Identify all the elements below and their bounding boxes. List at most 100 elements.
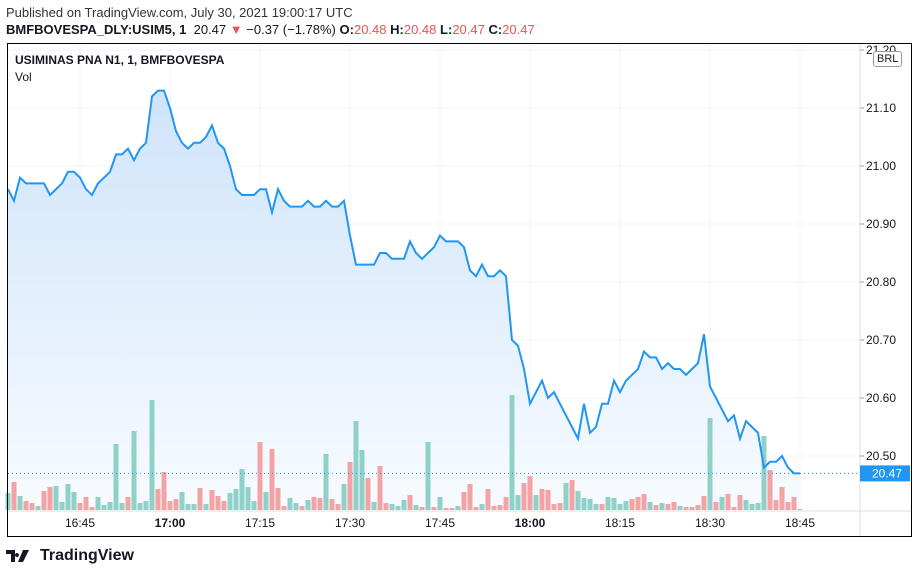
volume-bar bbox=[593, 504, 599, 510]
volume-bar bbox=[371, 502, 377, 510]
volume-bar bbox=[605, 497, 611, 510]
volume-bar bbox=[413, 505, 419, 510]
volume-bar bbox=[575, 491, 581, 510]
volume-bar bbox=[527, 476, 533, 510]
volume-bar bbox=[269, 449, 275, 510]
volume-bar bbox=[221, 501, 227, 510]
volume-bar bbox=[791, 497, 797, 510]
tradingview-logo[interactable]: TradingView bbox=[6, 547, 134, 565]
volume-bar bbox=[407, 495, 413, 510]
symbol-name: BMFBOVESPA_DLY:USIM5, 1 bbox=[6, 22, 187, 37]
volume-bar bbox=[641, 494, 647, 510]
y-tick-label: 20.60 bbox=[866, 391, 896, 405]
x-tick-label: 16:45 bbox=[65, 516, 95, 530]
volume-bar bbox=[449, 508, 455, 510]
volume-bar bbox=[773, 500, 779, 510]
volume-bar bbox=[257, 442, 263, 510]
volume-bar bbox=[797, 509, 803, 510]
volume-bar bbox=[149, 400, 155, 510]
volume-bar bbox=[197, 488, 203, 510]
volume-bar bbox=[191, 504, 197, 510]
volume-bar bbox=[293, 503, 299, 510]
volume-bar bbox=[335, 504, 341, 510]
volume-bar bbox=[467, 484, 473, 510]
volume-bar bbox=[17, 496, 23, 510]
volume-bar bbox=[179, 492, 185, 510]
volume-bar bbox=[143, 501, 149, 510]
volume-bar bbox=[347, 462, 353, 510]
volume-bar bbox=[443, 508, 449, 510]
volume-bar bbox=[623, 501, 629, 510]
volume-bar bbox=[689, 507, 695, 510]
volume-bar bbox=[131, 431, 137, 510]
volume-bar bbox=[737, 495, 743, 510]
volume-bar bbox=[77, 503, 83, 510]
volume-bar bbox=[461, 492, 467, 510]
last-price-label: 20.47 bbox=[872, 466, 902, 480]
volume-bar bbox=[635, 497, 641, 510]
volume-bar bbox=[119, 503, 125, 510]
volume-bar bbox=[275, 488, 281, 510]
volume-bar bbox=[239, 469, 245, 510]
volume-bar bbox=[707, 418, 713, 510]
volume-bar bbox=[647, 502, 653, 510]
volume-bar bbox=[551, 504, 557, 510]
volume-bar bbox=[341, 484, 347, 510]
open-value: 20.48 bbox=[353, 22, 387, 37]
volume-bar bbox=[245, 487, 251, 510]
volume-bar bbox=[515, 495, 521, 510]
volume-bar bbox=[251, 501, 257, 510]
volume-bar bbox=[611, 498, 617, 510]
volume-bar bbox=[29, 503, 35, 510]
volume-bar bbox=[629, 499, 635, 510]
close-label: C: bbox=[488, 22, 503, 37]
volume-legend: Vol bbox=[15, 70, 32, 84]
volume-bar bbox=[533, 495, 539, 510]
volume-bar bbox=[89, 507, 95, 510]
volume-bar bbox=[767, 470, 773, 510]
high-value: 20.48 bbox=[403, 22, 437, 37]
volume-bar bbox=[539, 489, 545, 510]
volume-bar bbox=[581, 498, 587, 510]
volume-bar bbox=[113, 444, 119, 510]
volume-bar bbox=[779, 487, 785, 510]
chart-legend-title: USIMINAS PNA N1, 1, BMFBOVESPA bbox=[15, 53, 225, 67]
chart-frame bbox=[7, 43, 912, 537]
volume-bar bbox=[101, 505, 107, 510]
volume-bar bbox=[485, 489, 491, 510]
volume-bar bbox=[509, 395, 515, 510]
volume-bar bbox=[713, 502, 719, 510]
volume-bar bbox=[59, 502, 65, 510]
volume-bar bbox=[557, 503, 563, 510]
volume-bar bbox=[455, 506, 461, 510]
volume-bar bbox=[47, 487, 53, 510]
volume-bar bbox=[11, 482, 17, 510]
y-tick-label: 20.80 bbox=[866, 275, 896, 289]
volume-bar bbox=[701, 496, 707, 510]
x-tick-label: 17:00 bbox=[155, 516, 186, 530]
tradingview-logo-icon bbox=[6, 550, 29, 562]
currency-badge[interactable]: BRL bbox=[873, 51, 903, 67]
y-tick-label: 20.50 bbox=[866, 449, 896, 463]
close-value: 20.47 bbox=[502, 22, 535, 37]
volume-bar bbox=[659, 503, 665, 510]
volume-bar bbox=[311, 497, 317, 510]
volume-bar bbox=[653, 505, 659, 510]
volume-bar bbox=[563, 483, 569, 510]
x-tick-label: 17:30 bbox=[335, 516, 365, 530]
volume-bar bbox=[785, 502, 791, 510]
volume-bar bbox=[437, 497, 443, 510]
volume-bar bbox=[71, 492, 77, 510]
volume-bar bbox=[227, 493, 233, 510]
price-line bbox=[7, 89, 800, 475]
volume-bar bbox=[329, 499, 335, 510]
volume-bar bbox=[305, 500, 311, 510]
volume-bar bbox=[617, 504, 623, 510]
volume-bar bbox=[65, 484, 71, 510]
volume-bar bbox=[281, 506, 287, 510]
open-label: O: bbox=[339, 22, 354, 37]
volume-bar bbox=[665, 504, 671, 510]
volume-bar bbox=[677, 506, 683, 510]
volume-bar bbox=[125, 497, 131, 510]
